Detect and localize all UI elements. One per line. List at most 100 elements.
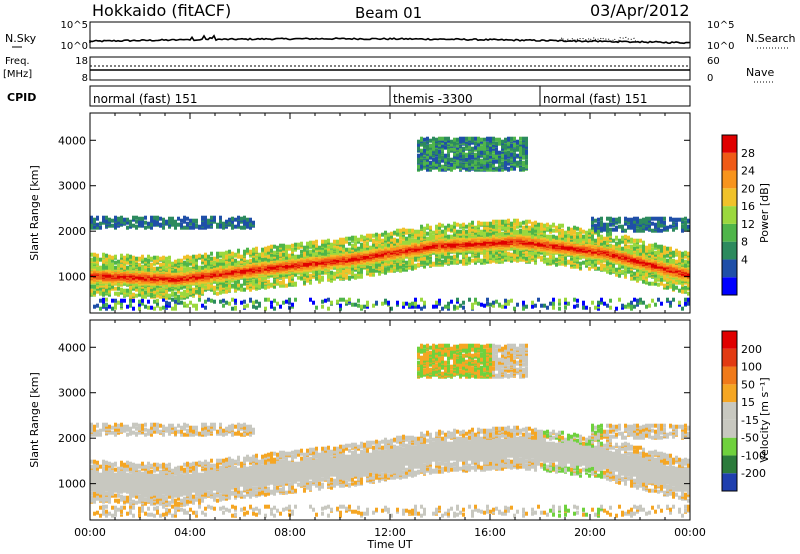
power-cell (378, 243, 381, 248)
power-cell (480, 258, 483, 263)
power-cell (441, 136, 444, 141)
power-cell (189, 261, 192, 266)
power-cell (426, 223, 429, 228)
power-cell (402, 301, 405, 306)
power-cell (144, 220, 147, 225)
power-cell (354, 247, 357, 252)
power-cell (441, 158, 444, 163)
power-cell (414, 297, 417, 302)
freq-tick-right-top: 60 (707, 56, 720, 67)
power-cell (150, 256, 153, 261)
power-cell (429, 235, 432, 240)
power-cell (333, 271, 336, 276)
power-cell (99, 290, 102, 295)
power-cell (462, 226, 465, 231)
power-cell (222, 289, 225, 294)
power-cell (204, 215, 207, 220)
power-cell (270, 247, 273, 252)
power-cell (447, 148, 450, 153)
power-cell (465, 136, 468, 141)
power-cell (483, 221, 486, 226)
power-cell (225, 282, 228, 287)
power-cell (291, 247, 294, 252)
power-cell (168, 219, 171, 224)
power-cell (321, 270, 324, 275)
noise-sky-line (89, 34, 691, 45)
power-cell (306, 244, 309, 249)
power-cell (228, 217, 231, 222)
power-cell (120, 301, 123, 306)
power-cell (468, 145, 471, 150)
power-cell (456, 229, 459, 234)
power-cell (510, 226, 513, 231)
power-cell (174, 259, 177, 264)
power-cell (456, 161, 459, 166)
power-cell (348, 247, 351, 252)
power-cell (399, 235, 402, 240)
power-cell (495, 166, 498, 171)
power-cell (111, 298, 114, 303)
power-cell (495, 153, 498, 158)
power-cell (264, 246, 267, 251)
power-cell (318, 245, 321, 250)
power-cell (138, 216, 141, 221)
power-cell (405, 236, 408, 241)
power-cell (249, 253, 252, 258)
power-cell (447, 136, 450, 141)
power-cell (513, 221, 516, 226)
power-cell (216, 222, 219, 227)
power-cell (216, 291, 219, 296)
power-cell (357, 237, 360, 242)
power-cell (240, 300, 243, 305)
power-cell (144, 225, 147, 230)
power-cell (135, 215, 138, 220)
power-cell (447, 304, 450, 309)
power-cell (138, 256, 141, 261)
power-cell (432, 164, 435, 169)
power-cell (441, 223, 444, 228)
power-cell (123, 220, 126, 225)
power-cell (360, 304, 363, 309)
power-cell (336, 247, 339, 252)
power-cell (516, 302, 519, 307)
power-cell (279, 252, 282, 257)
power-cell (102, 303, 105, 308)
power-cell (369, 245, 372, 250)
power-cell (483, 250, 486, 255)
power-cell (426, 160, 429, 165)
power-cell (495, 223, 498, 228)
power-cell (174, 291, 177, 296)
power-cell (174, 268, 177, 273)
power-cell (240, 254, 243, 259)
power-cell (402, 263, 405, 268)
power-cell (315, 305, 318, 310)
power-cell (273, 298, 276, 303)
power-cell (120, 218, 123, 223)
power-cell (141, 254, 144, 259)
power-cell (96, 225, 99, 230)
power-cell (384, 242, 387, 247)
power-cell (480, 137, 483, 142)
power-cell (396, 238, 399, 243)
power-cell (513, 249, 516, 254)
power-cell (237, 222, 240, 227)
power-cell (246, 217, 249, 222)
power-cell (492, 224, 495, 229)
power-cell (273, 284, 276, 289)
power-cell (468, 141, 471, 146)
power-cell (123, 255, 126, 260)
power-cell (513, 148, 516, 153)
power-cell (132, 292, 135, 297)
power-cell (162, 217, 165, 222)
power-cell (381, 232, 384, 237)
power-cell (414, 229, 417, 234)
power-cell (369, 233, 372, 238)
power-cell (132, 306, 135, 311)
power-cell (111, 255, 114, 260)
power-cell (351, 274, 354, 279)
power-cell (495, 141, 498, 146)
power-cell (237, 219, 240, 224)
power-cell (348, 267, 351, 272)
power-cell (417, 139, 420, 144)
power-cell (402, 227, 405, 232)
